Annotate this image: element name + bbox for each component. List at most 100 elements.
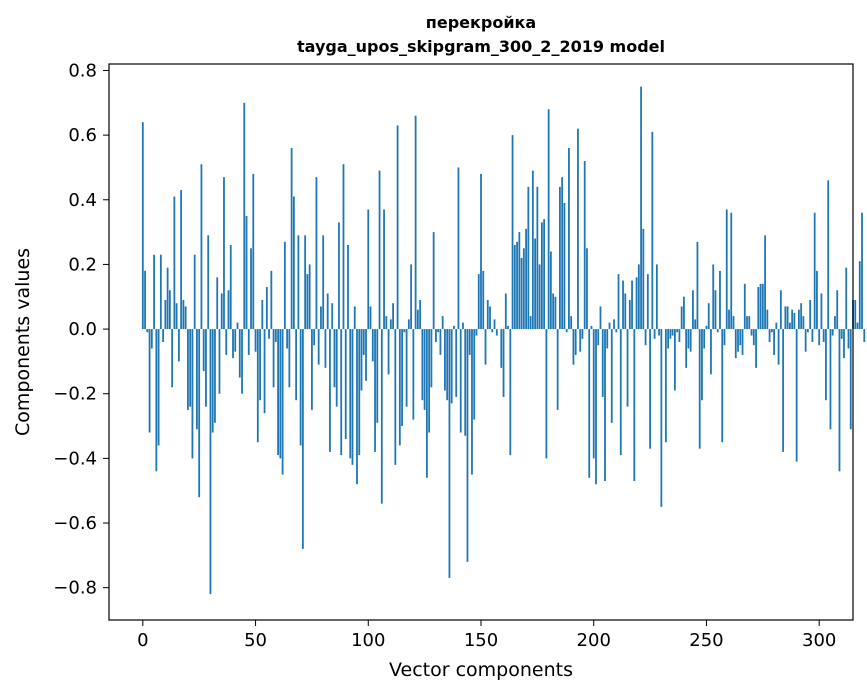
bar-138 [453, 325, 455, 330]
bar-134 [444, 329, 446, 391]
y-tick-label: −0.8 [53, 578, 97, 599]
bar-257 [721, 329, 724, 443]
chart-title: перекройка [426, 13, 536, 32]
bar-123 [419, 299, 422, 330]
chart-subtitle: tayga_upos_skipgram_300_2_2019 model [297, 37, 665, 56]
bar-29 [207, 235, 210, 330]
bar-185 [559, 186, 561, 330]
bar-71 [301, 329, 304, 549]
bar-234 [669, 329, 672, 339]
bar-280 [773, 329, 775, 355]
bar-229 [658, 329, 661, 336]
bar-217 [631, 280, 633, 330]
bar-177 [540, 222, 543, 330]
y-tick-label: −0.4 [53, 448, 97, 469]
bar-224 [646, 274, 649, 330]
bar-289 [793, 312, 796, 330]
bar-7 [157, 329, 160, 446]
bar-94 [353, 306, 356, 330]
bar-1 [144, 270, 146, 330]
bar-218 [633, 329, 636, 481]
bar-237 [676, 329, 679, 333]
bar-20 [187, 329, 189, 410]
bar-212 [619, 329, 622, 456]
bar-135 [446, 329, 449, 401]
bar-211 [617, 274, 620, 330]
bar-198 [588, 329, 591, 478]
bar-39 [229, 245, 232, 330]
bar-180 [547, 109, 550, 330]
bar-302 [822, 329, 825, 342]
bar-270 [750, 329, 753, 336]
bar-149 [477, 274, 480, 330]
bar-245 [694, 319, 697, 330]
bar-192 [574, 329, 577, 355]
bar-13 [171, 329, 174, 388]
bar-110 [389, 319, 392, 330]
bar-87 [338, 222, 340, 330]
bar-74 [308, 264, 311, 330]
bar-261 [730, 212, 733, 330]
bar-266 [741, 329, 744, 355]
bar-41 [234, 329, 237, 352]
bar-194 [579, 329, 582, 352]
bar-165 [513, 245, 516, 330]
x-tick-label: 50 [244, 630, 267, 651]
bar-96 [358, 329, 361, 456]
bar-241 [685, 329, 688, 368]
bar-272 [755, 329, 757, 368]
bar-37 [225, 329, 228, 355]
bar-73 [306, 274, 309, 330]
bar-98 [362, 329, 365, 355]
bar-27 [202, 329, 205, 372]
bar-53 [261, 299, 264, 330]
bar-153 [486, 299, 489, 330]
bar-316 [854, 299, 857, 330]
bar-311 [843, 329, 845, 359]
bar-148 [475, 329, 478, 336]
y-axis-ticks: −0.8 −0.6 −0.4 −0.2 0.0 0.2 0.4 0.6 0.8 [53, 60, 109, 599]
bar-293 [802, 316, 805, 330]
bar-95 [356, 329, 358, 485]
bar-83 [329, 329, 331, 452]
bar-36 [223, 177, 225, 330]
y-tick-label: 0.2 [68, 254, 97, 275]
bar-26 [200, 164, 203, 330]
bar-127 [428, 329, 431, 433]
x-tick-label: 0 [137, 630, 148, 651]
bar-243 [689, 329, 692, 352]
bar-259 [725, 209, 728, 330]
bar-209 [613, 319, 615, 330]
bar-162 [507, 325, 509, 330]
bar-244 [692, 290, 694, 330]
bar-17 [180, 190, 183, 330]
bar-54 [263, 329, 266, 414]
bar-320 [863, 329, 866, 342]
bar-189 [568, 148, 570, 330]
x-tick-label: 150 [464, 630, 498, 651]
bar-214 [624, 293, 627, 330]
bar-85 [333, 329, 336, 388]
bar-268 [746, 316, 748, 330]
bar-223 [644, 329, 647, 346]
bar-109 [387, 329, 390, 375]
bar-24 [196, 329, 198, 430]
bar-33 [216, 277, 219, 330]
bar-175 [536, 186, 539, 330]
bar-11 [166, 267, 169, 330]
bar-115 [401, 329, 403, 427]
bar-197 [586, 248, 588, 330]
bar-288 [791, 309, 794, 330]
bar-50 [254, 329, 257, 352]
bar-306 [831, 329, 834, 336]
bar-199 [590, 325, 593, 330]
bar-318 [858, 261, 861, 330]
bar-3 [148, 329, 151, 433]
bar-152 [484, 329, 487, 365]
bar-18 [182, 299, 185, 330]
bar-169 [522, 248, 525, 330]
bar-242 [687, 329, 690, 349]
bar-308 [836, 290, 839, 330]
bar-23 [193, 254, 196, 330]
bar-69 [297, 235, 300, 330]
